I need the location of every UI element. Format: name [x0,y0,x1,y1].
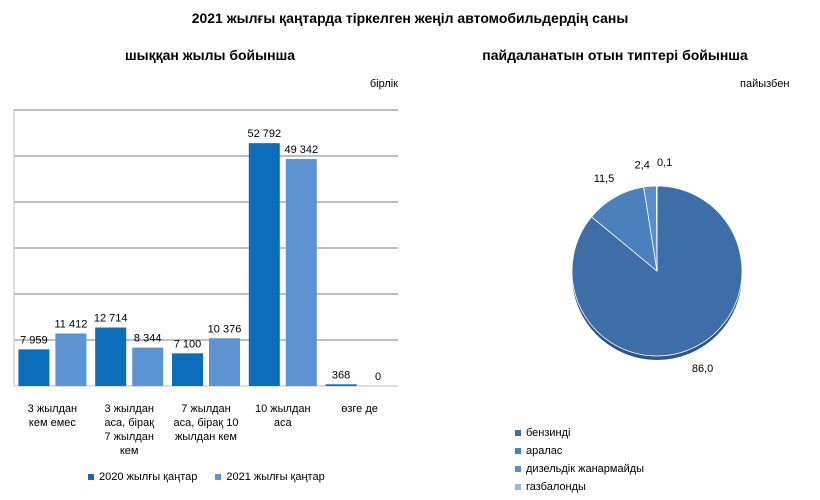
pie-value-label: 2,4 [635,159,650,171]
pie-legend-item: дизельдік жанармайды [515,460,644,478]
legend-label-2020: 2020 жылғы қаңтар [99,471,198,483]
bar-2021 [132,347,164,386]
bar-value-label: 49 342 [284,144,318,156]
bar-category-label-line: 3 жылдан [104,403,154,415]
bar-value-label: 0 [375,371,381,383]
bar-category-label-line: жылдан кем [175,431,237,443]
bar-2020 [248,143,280,386]
bar-chart-unit: бірлік [369,78,398,90]
bar-2020 [325,384,357,386]
bar-category-label-line: 3 жылдан [27,403,78,415]
bar-2021 [209,338,240,386]
pie-chart-title: пайдаланатын отын типтері бойынша [482,47,748,63]
pie-legend-label: дизельдік жанармайды [526,463,645,475]
pie-legend-item: аралас [515,442,644,460]
pie-legend-item: бензинді [515,424,644,442]
legend-label-2021: 2021 жылғы қаңтар [226,471,325,483]
pie-legend-swatch [515,430,521,436]
bar-value-label: 8 344 [134,333,162,345]
bar-category-label: 7 жылдан аса, бірақ 10 жылдан кем [164,402,249,444]
pie-chart: 86,0 11,5 2,4 0,1 [571,157,743,375]
pie-legend-swatch [515,466,521,472]
pie-value-label: 11,5 [594,173,615,185]
bar-category-label-line: аса, бірақ 10 [173,417,239,429]
bar-value-label: 7 100 [174,338,202,350]
bar-category-label: өзге де [317,402,402,416]
pie-chart-unit: пайызбен [740,78,790,90]
pie-legend-swatch [515,448,521,454]
legend-item-2021: 2021 жылғы қаңтар [215,471,325,483]
pie-legend-label: аралас [526,445,563,457]
bar-chart: 7 959 11 412 12 714 8 344 7 100 10 376 52 7924… [13,109,398,387]
bar-value-label: 7 959 [20,334,48,346]
bar-value-label: 10 376 [208,323,242,335]
bar-value-label: 12 714 [94,313,128,325]
bar-category-label-line: кем [119,445,139,457]
bar-chart-title: шыққан жылы бойынша [124,47,296,63]
bar-legend: 2020 жылғы қаңтар 2021 жылғы қаңтар [88,471,325,483]
bar-category-label-line: 7 жылдан [181,403,231,415]
pie-value-label: 86,0 [692,363,713,375]
pie-legend-item: газбалонды [515,478,644,496]
bar-category-label-line: аса [273,417,292,429]
pie-legend: бензинді аралас дизельдік жанармайды газбал… [515,424,644,496]
pie-legend-label: бензинді [526,427,571,439]
bar-value-label: 11 412 [54,319,87,331]
bar-category-label: 3 жылдан аса, бірақ 7 жылдан кем [87,402,172,458]
bar-2021 [285,159,317,386]
pie-slice [656,185,658,272]
pie-legend-swatch [515,484,521,490]
bar-category-label: 3 жылдан кем емес [10,402,95,430]
bar-category-label-line: 7 жылдан [104,431,154,443]
bar-2020 [95,327,127,386]
legend-item-2020: 2020 жылғы қаңтар [88,471,197,483]
bar-category-label-line: өзге де [341,403,378,415]
bar-category-label-line: аса, бірақ [104,417,155,429]
bar-2020 [18,349,50,386]
bar-value-label: 368 [332,369,350,381]
bar-category-label: 10 жылдан аса [240,402,325,430]
bar-category-label-line: 10 жылдан [254,403,311,415]
pie-legend-label: газбалонды [526,481,586,493]
bar-2021 [55,333,87,386]
bar-2020 [172,353,203,386]
legend-swatch-2020 [88,474,94,480]
legend-swatch-2021 [215,474,222,480]
pie-value-label: 0,1 [657,157,672,169]
bar-value-label: 52 792 [247,128,281,140]
page-title: 2021 жылғы қаңтарда тіркелген жеңіл авто… [191,10,629,26]
bar-category-label-line: кем емес [28,417,76,429]
